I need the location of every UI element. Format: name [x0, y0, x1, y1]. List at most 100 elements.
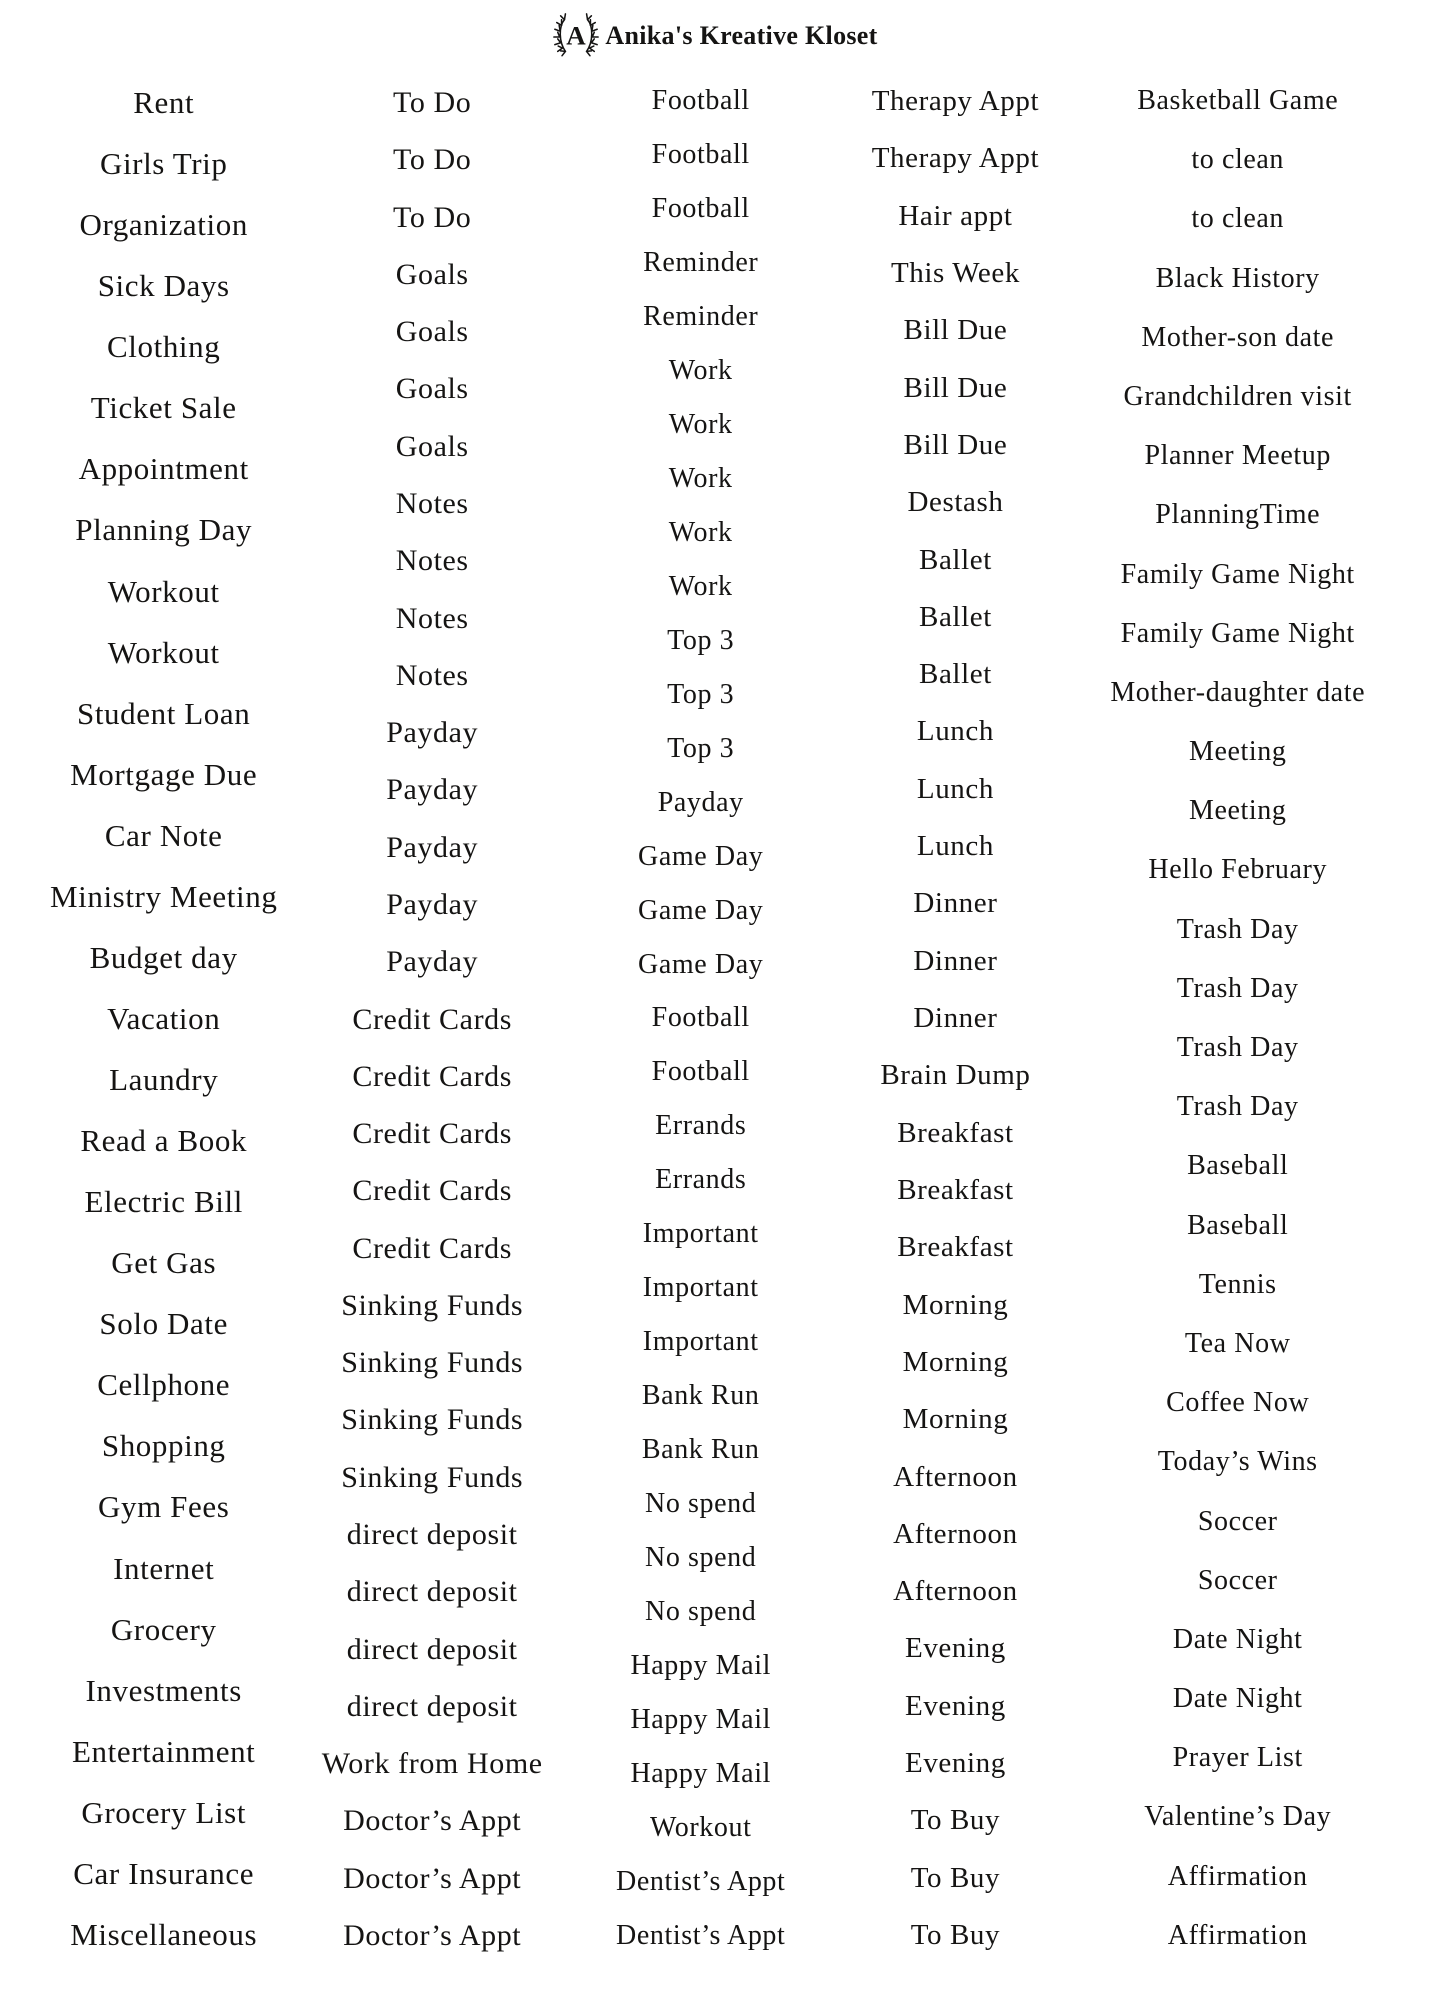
list-item: This Week — [890, 256, 1020, 289]
list-item: Sick Days — [97, 268, 230, 304]
list-item: Reminder — [643, 246, 759, 278]
list-item: Valentine’s Day — [1144, 1801, 1332, 1833]
list-item: Bill Due — [903, 428, 1008, 461]
list-item: Solo Date — [99, 1306, 228, 1342]
list-item: Girls Trip — [99, 146, 228, 182]
list-item: Workout — [649, 1812, 752, 1843]
list-item: Ballet — [919, 600, 992, 633]
list-item: Breakfast — [897, 1116, 1014, 1149]
list-item: Cellphone — [97, 1367, 231, 1403]
list-item: Game Day — [638, 894, 764, 926]
list-item: To Buy — [910, 1919, 1001, 1951]
list-item: Laundry — [109, 1062, 219, 1097]
list-item: Tennis — [1198, 1268, 1277, 1300]
logo-letter: A — [567, 21, 587, 51]
list-item: Entertainment — [71, 1733, 256, 1769]
list-item: direct deposit — [346, 1632, 518, 1666]
list-item: Meeting — [1188, 795, 1287, 827]
list-item: Dinner — [913, 887, 998, 920]
list-item: Family Game Night — [1120, 617, 1355, 649]
list-item: Gym Fees — [98, 1489, 230, 1525]
list-item: Morning — [902, 1345, 1009, 1378]
list-item: Credit Cards — [352, 1231, 513, 1265]
list-item: direct deposit — [346, 1575, 518, 1609]
list-item: Grocery List — [81, 1794, 247, 1830]
list-item: Rent — [133, 85, 195, 120]
list-item: To Buy — [910, 1804, 1001, 1837]
list-item: Morning — [902, 1403, 1009, 1436]
list-item: To Do — [393, 200, 472, 234]
list-item: Baseball — [1187, 1209, 1289, 1241]
list-item: No spend — [645, 1596, 757, 1628]
list-item: Payday — [386, 716, 479, 750]
list-item: Internet — [113, 1550, 215, 1586]
list-item: Mother-daughter date — [1110, 676, 1366, 708]
list-item: Investments — [85, 1672, 242, 1708]
list-item: Important — [642, 1218, 759, 1250]
list-item: Morning — [902, 1288, 1009, 1321]
word-column-2: To Do To Do To Do Goals Goals Goals Goals Notes… — [301, 86, 563, 1952]
list-item: Car Insurance — [73, 1855, 255, 1891]
list-item: Planner Meetup — [1144, 440, 1331, 472]
list-item: Affirmation — [1167, 1919, 1308, 1951]
list-item: Trash Day — [1176, 1032, 1299, 1063]
list-item: To Do — [393, 143, 472, 177]
list-item: Errands — [655, 1164, 747, 1196]
brand-title: Anika's Kreative Kloset — [605, 21, 878, 50]
list-item: Payday — [386, 773, 479, 807]
word-column-4: Therapy Appt Therapy Appt Hair appt This We… — [838, 85, 1072, 1952]
list-item: Work — [668, 408, 733, 440]
list-item: Hello February — [1148, 854, 1328, 886]
list-item: Evening — [905, 1632, 1006, 1665]
list-item: Work from Home — [321, 1747, 543, 1781]
list-item: Trash Day — [1176, 1091, 1299, 1123]
list-item: Credit Cards — [352, 1174, 513, 1208]
list-item: Ticket Sale — [90, 390, 237, 426]
list-item: Sinking Funds — [341, 1403, 524, 1437]
word-columns: Rent Girls Trip Organization Sick Days Cloth… — [0, 85, 1429, 1952]
list-item: Football — [651, 85, 750, 116]
list-item: Lunch — [916, 772, 994, 805]
list-item: Notes — [395, 601, 469, 635]
list-item: Black History — [1155, 262, 1320, 294]
list-item: Happy Mail — [630, 1758, 771, 1790]
list-item: Top 3 — [667, 678, 735, 710]
list-item: Lunch — [916, 715, 994, 748]
list-item: Date Night — [1172, 1623, 1303, 1655]
list-item: Bill Due — [903, 314, 1008, 347]
list-item: Dinner — [913, 1002, 998, 1034]
list-item: Afternoon — [893, 1517, 1018, 1550]
header: A Anika's Kreative Kloset — [0, 0, 1429, 62]
list-item: Trash Day — [1176, 913, 1299, 945]
list-item: Football — [651, 1056, 750, 1088]
word-column-3: Football Football Football Reminder Reminder… — [563, 85, 838, 1952]
list-item: Vacation — [107, 1000, 221, 1036]
list-item: Date Night — [1172, 1683, 1303, 1715]
list-item: Sinking Funds — [341, 1288, 524, 1322]
list-item: to clean — [1191, 203, 1285, 235]
list-item: Goals — [395, 372, 469, 406]
list-item: To Do — [393, 86, 472, 119]
list-item: Goals — [395, 315, 469, 349]
list-item: Student Loan — [77, 695, 251, 731]
list-item: Work — [668, 354, 733, 386]
list-item: Doctor’s Appt — [343, 1804, 522, 1838]
list-item: Work — [668, 516, 733, 548]
list-item: Payday — [386, 887, 479, 921]
list-item: Mortgage Due — [70, 756, 258, 792]
list-item: Important — [642, 1326, 759, 1358]
list-item: Brain Dump — [880, 1059, 1031, 1092]
list-item: Ministry Meeting — [49, 878, 278, 914]
list-item: Budget day — [89, 939, 238, 975]
list-item: Goals — [395, 257, 469, 291]
list-item: Dentist’s Appt — [616, 1919, 786, 1951]
list-item: Happy Mail — [630, 1650, 771, 1682]
list-item: Mother-son date — [1141, 321, 1335, 353]
list-item: Payday — [657, 786, 744, 818]
list-item: Today’s Wins — [1157, 1446, 1318, 1478]
list-item: Important — [642, 1272, 759, 1304]
list-item: Happy Mail — [630, 1704, 771, 1736]
laurel-wreath-icon: A — [551, 11, 601, 61]
list-item: Errands — [655, 1110, 747, 1142]
list-item: Game Day — [638, 840, 764, 872]
